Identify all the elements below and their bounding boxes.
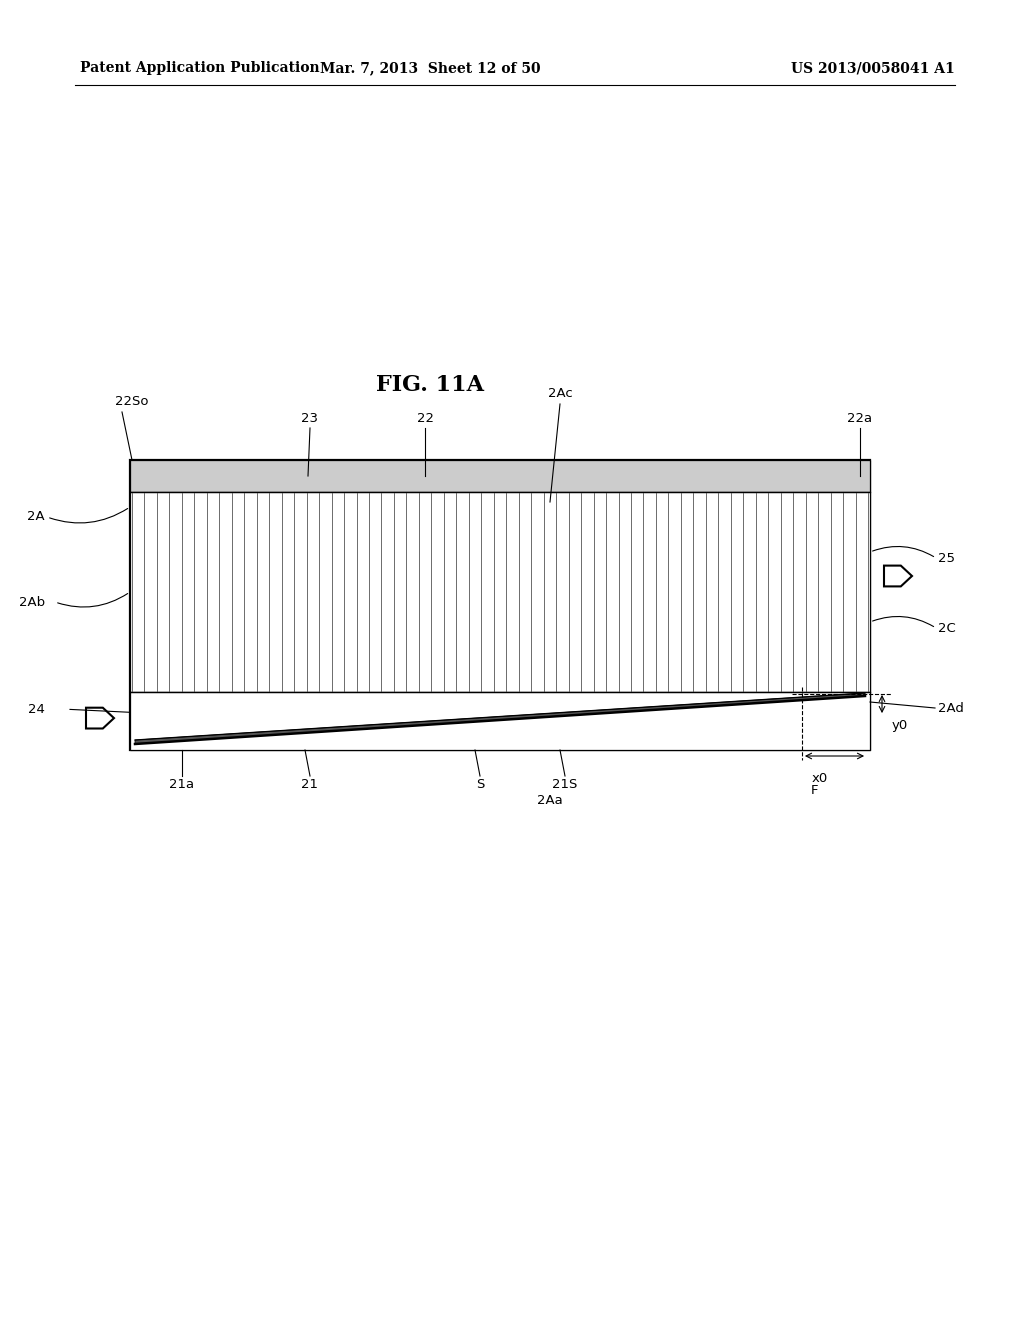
Text: 21: 21	[301, 777, 318, 791]
Text: US 2013/0058041 A1: US 2013/0058041 A1	[792, 61, 955, 75]
Text: F: F	[810, 784, 818, 797]
Text: 22So: 22So	[115, 395, 148, 408]
Text: 2Aa: 2Aa	[538, 795, 563, 807]
Polygon shape	[86, 708, 114, 729]
Text: 23: 23	[301, 412, 318, 425]
Text: x0: x0	[812, 772, 828, 785]
Text: FIG. 11A: FIG. 11A	[376, 374, 484, 396]
Text: 21S: 21S	[552, 777, 578, 791]
Polygon shape	[884, 565, 912, 586]
Bar	[130, 459, 870, 750]
Text: 24: 24	[28, 702, 45, 715]
Text: 22: 22	[417, 412, 433, 425]
Text: y0: y0	[892, 719, 908, 733]
Text: 2C: 2C	[938, 622, 955, 635]
Text: 21a: 21a	[169, 777, 195, 791]
Text: Patent Application Publication: Patent Application Publication	[80, 61, 319, 75]
Text: 2Ad: 2Ad	[938, 701, 964, 714]
Bar	[130, 692, 870, 750]
Text: Mar. 7, 2013  Sheet 12 of 50: Mar. 7, 2013 Sheet 12 of 50	[319, 61, 541, 75]
Text: 22a: 22a	[848, 412, 872, 425]
Bar	[130, 492, 870, 692]
Text: 2A: 2A	[28, 511, 45, 524]
Text: 2Ab: 2Ab	[18, 595, 45, 609]
Bar	[130, 459, 870, 492]
Text: S: S	[476, 777, 484, 791]
Text: 2Ac: 2Ac	[548, 387, 572, 400]
Polygon shape	[135, 693, 865, 744]
Text: 25: 25	[938, 552, 955, 565]
